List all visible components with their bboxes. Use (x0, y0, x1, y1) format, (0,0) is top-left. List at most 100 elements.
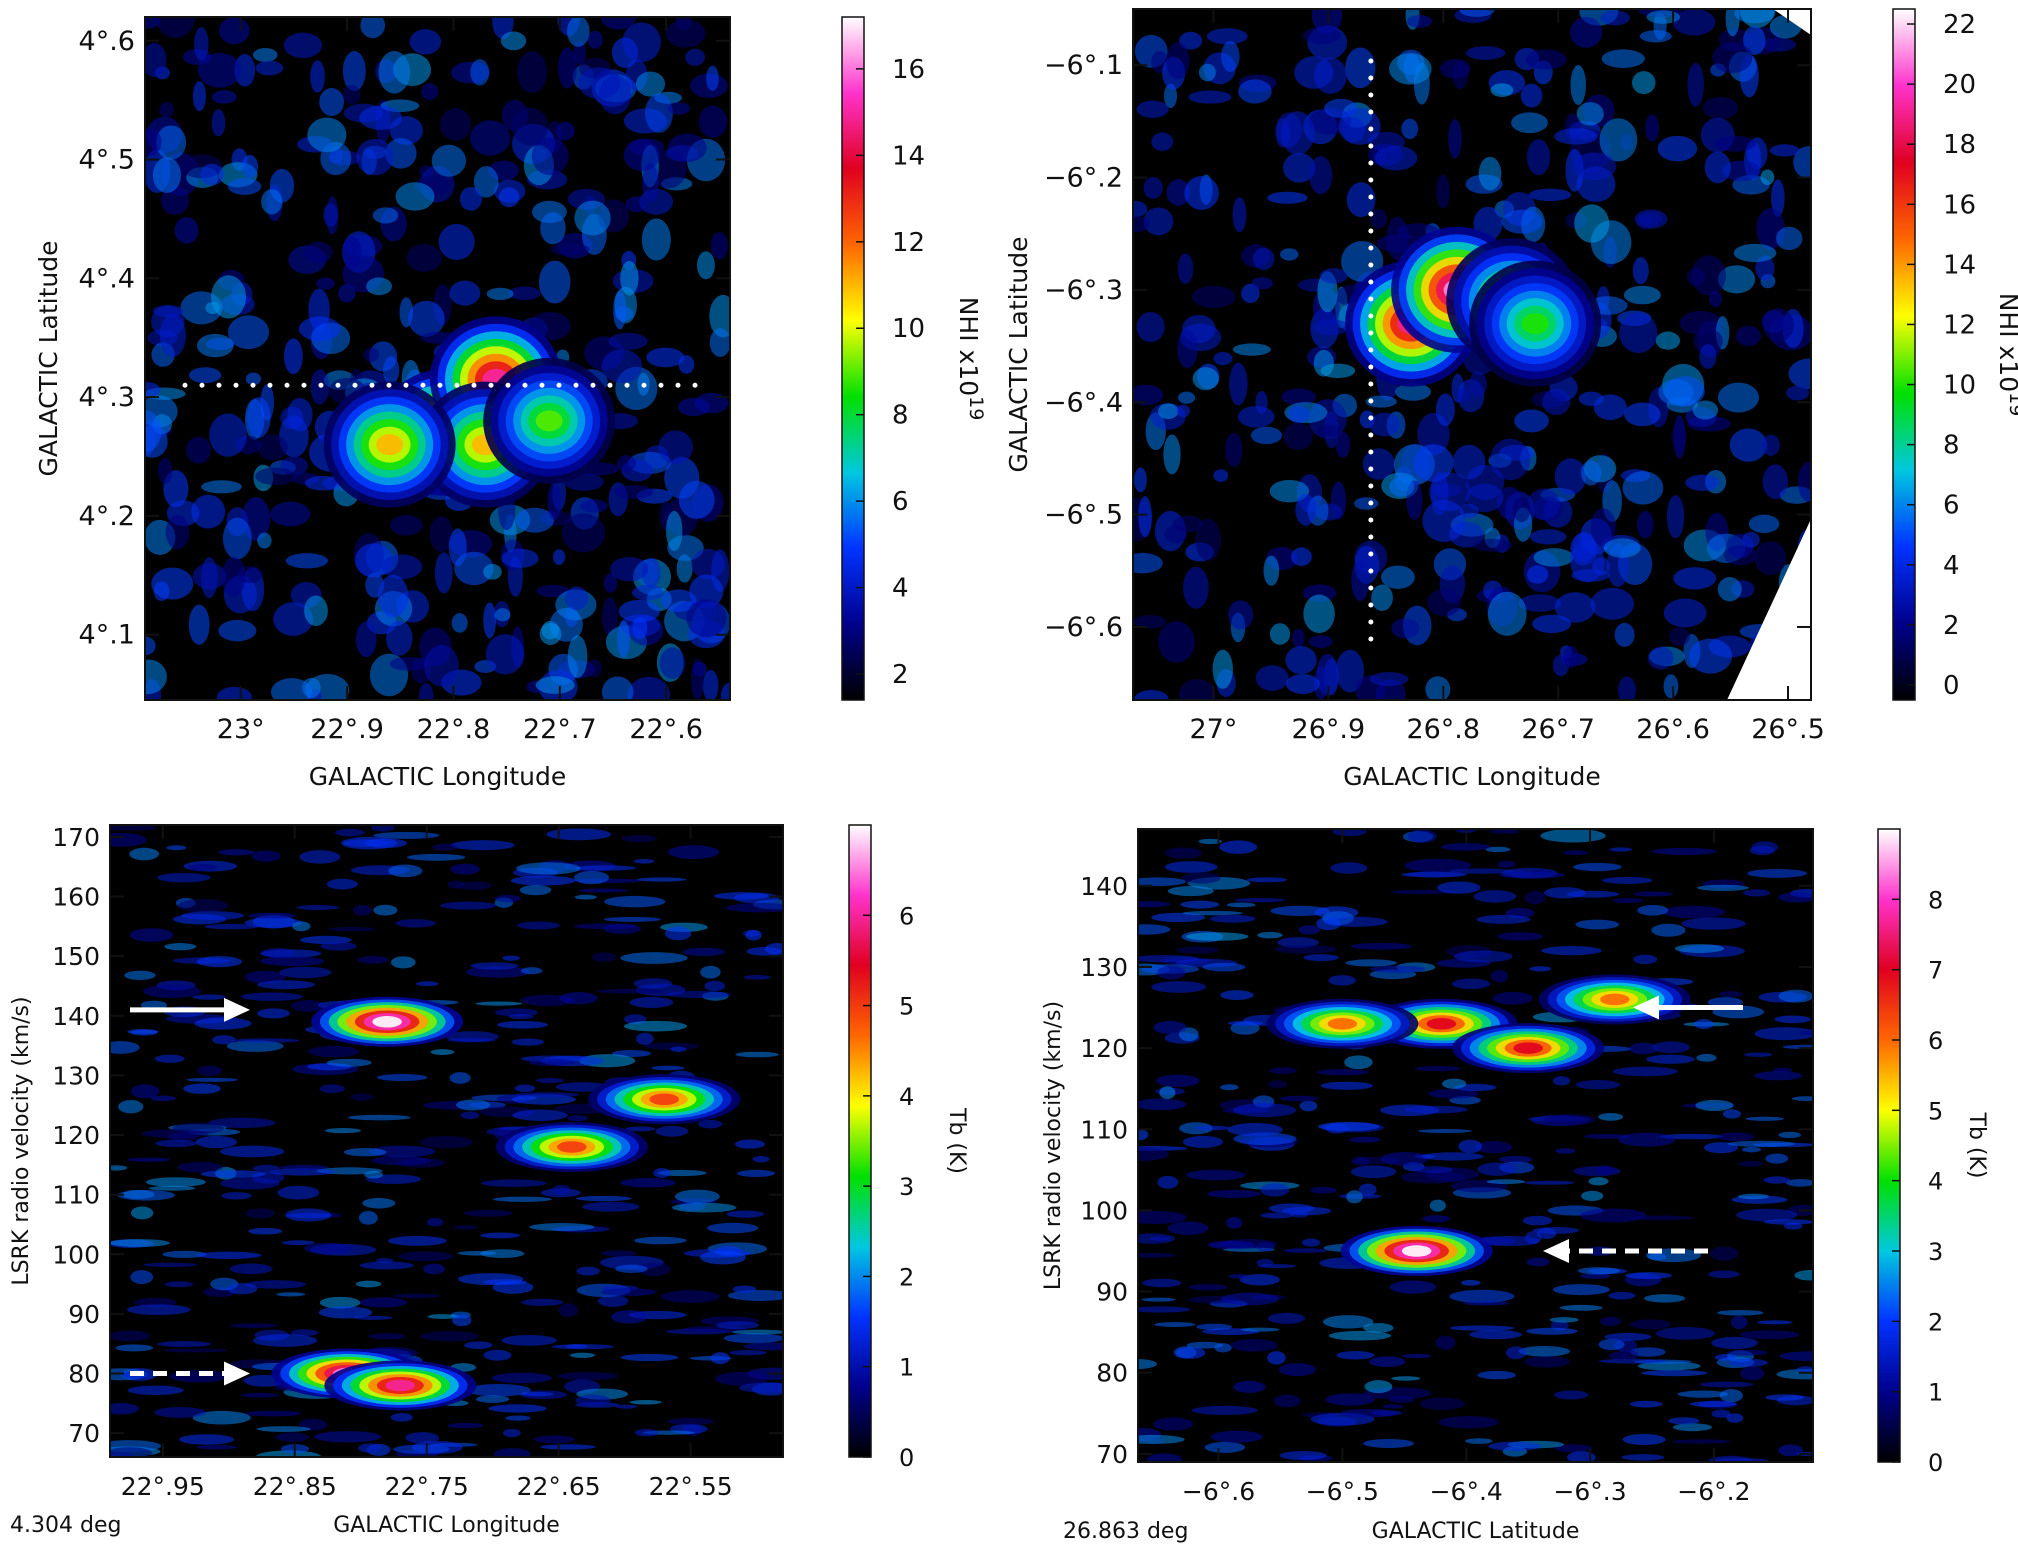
peak-4 (1600, 993, 1630, 1006)
colorbar-tick-label: 10 (1943, 371, 1976, 401)
y-tick-label: 170 (52, 823, 100, 852)
x-tick-label: 22°.9 (310, 714, 384, 745)
colorbar-tick-label: 22 (1943, 10, 1976, 40)
peak-4 (649, 1093, 679, 1106)
y-tick-label: 80 (1096, 1359, 1128, 1388)
y-tick-label: −6°.5 (1044, 500, 1123, 531)
colorbar-tick-label: 14 (892, 141, 925, 171)
arrow-head (1543, 1239, 1569, 1263)
peak-0 (372, 1016, 402, 1028)
emission-field (1138, 829, 1813, 1462)
plot-frame (109, 824, 784, 1458)
colorbar-tick-label: 5 (1928, 1097, 1943, 1125)
colorbar-tick-label: 3 (899, 1173, 914, 1201)
y-tick-label: 160 (52, 883, 100, 912)
colorbar-tick-label: 4 (899, 1083, 914, 1111)
blank-edge (1727, 519, 1811, 700)
colorbar-tick-label: 12 (1943, 310, 1976, 340)
y-tick-label: 80 (68, 1360, 100, 1389)
x-tick-label: 22°.6 (629, 714, 703, 745)
x-tick-label: 22°.7 (523, 714, 597, 745)
y-tick-label: 130 (1080, 953, 1128, 982)
panel-br: −6°.6 −6°.5 −6°.4 −6°.3 −6°.2708090100110120… (1041, 828, 1989, 1544)
colorbar-label: NHI x1019 (1994, 293, 2018, 417)
y-axis-label: LSRK radio velocity (km/s) (1041, 1001, 1066, 1290)
colorbar-tick-label: 4 (1928, 1168, 1943, 1196)
colorbar-tick-label: 16 (1943, 190, 1976, 220)
arrow-head (224, 997, 250, 1022)
y-axis-label: GALACTIC Latitude (34, 240, 63, 476)
blank-edge (1773, 9, 1811, 35)
x-tick-label: 23° (217, 714, 265, 745)
colorbar-tick-label: 8 (1928, 886, 1943, 914)
x-tick-label: 26°.8 (1406, 714, 1480, 745)
panel-tl: 23° 22°.9 22°.8 22°.7 22°.6 4°.1 4°.2 4°.3 4°.4 4… (34, 16, 987, 791)
emission-field (110, 825, 783, 1457)
peak-3 (557, 1141, 587, 1153)
y-axis-label: GALACTIC Latitude (1004, 236, 1033, 472)
y-tick-label: 110 (52, 1181, 100, 1210)
colorbar-tick-label: 5 (899, 993, 914, 1021)
peak-0 (1401, 1245, 1432, 1257)
x-tick-label: 26°.7 (1521, 714, 1595, 745)
colorbar-tick-label: 14 (1943, 250, 1976, 280)
y-tick-label: 4°.2 (79, 501, 135, 532)
colorbar (1877, 828, 1901, 1463)
x-tick-label: 22°.8 (417, 714, 491, 745)
y-tick-label: 4°.6 (79, 26, 135, 57)
y-tick-label: 70 (1096, 1440, 1128, 1469)
x-tick-label: 26°.9 (1292, 714, 1366, 745)
y-tick-label: 4°.1 (79, 620, 135, 651)
colorbar-label: NHI x1019 (954, 297, 987, 421)
y-tick-label: −6°.1 (1044, 50, 1123, 81)
x-tick-label: 22°.85 (253, 1472, 337, 1501)
emission-field (1133, 9, 1811, 700)
x-axis-label: GALACTIC Longitude (333, 1513, 560, 1538)
colorbar-label: Tb (K) (1964, 1112, 1989, 1179)
y-tick-label: 4°.5 (79, 145, 135, 176)
colorbar (1892, 8, 1916, 701)
colorbar-tick-label: 1 (1928, 1379, 1943, 1407)
x-tick-label: 22°.55 (649, 1472, 733, 1501)
x-axis-label: GALACTIC Longitude (1343, 762, 1600, 791)
y-tick-label: 100 (1080, 1196, 1128, 1225)
x-tick-label: −6°.3 (1553, 1477, 1626, 1506)
arrow-head (224, 1361, 250, 1386)
y-tick-label: 4°.3 (79, 382, 135, 413)
colorbar-tick-label: 6 (1928, 1027, 1943, 1055)
plot-frame (144, 16, 731, 701)
colorbar-tick-label: 4 (1943, 551, 1960, 581)
colorbar-tick-label: 6 (899, 902, 914, 930)
panels: 23° 22°.9 22°.8 22°.7 22°.6 4°.1 4°.2 4°.3 4°.4 4… (9, 8, 2018, 1544)
colorbar-tick-label: 0 (1943, 671, 1960, 701)
y-tick-label: 70 (68, 1419, 100, 1448)
y-tick-label: 120 (1080, 1034, 1128, 1063)
x-axis-label: GALACTIC Latitude (1372, 1519, 1580, 1544)
emission-field (145, 17, 730, 700)
colorbar-tick-label: 16 (892, 55, 925, 85)
x-tick-label: −6°.2 (1677, 1477, 1750, 1506)
colorbar (841, 16, 865, 701)
corner-note: 4.304 deg (10, 1513, 121, 1538)
y-tick-label: −6°.2 (1044, 163, 1123, 194)
colorbar-tick-label: 8 (892, 401, 909, 431)
x-tick-label: −6°.4 (1430, 1477, 1503, 1506)
colorbar-tick-label: 7 (1928, 957, 1943, 985)
y-tick-label: 130 (52, 1061, 100, 1090)
colorbar-label: Tb (K) (944, 1107, 969, 1174)
peak-1 (1426, 1018, 1457, 1030)
peak-3 (376, 434, 404, 456)
y-tick-label: 4°.4 (79, 263, 135, 294)
colorbar-tick-label: 1 (899, 1354, 914, 1382)
colorbar-tick-label: 2 (1928, 1308, 1943, 1336)
y-tick-label: −6°.4 (1044, 387, 1123, 418)
x-tick-label: −6°.6 (1182, 1477, 1255, 1506)
corner-note: 26.863 deg (1063, 1519, 1188, 1544)
colorbar-tick-label: 6 (892, 487, 909, 517)
x-tick-label: 26°.6 (1636, 714, 1710, 745)
colorbar-tick-label: 20 (1943, 70, 1976, 100)
colorbar-tick-label: 0 (1928, 1449, 1943, 1477)
colorbar-tick-label: 0 (899, 1444, 914, 1472)
colorbar-tick-label: 18 (1943, 130, 1976, 160)
